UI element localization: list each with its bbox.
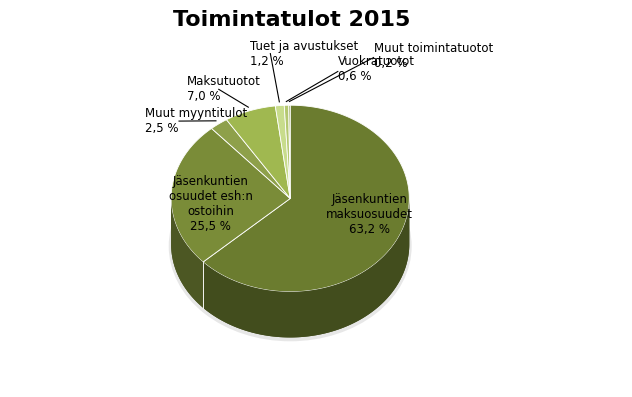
- Text: Vuokratuotot
0,6 %: Vuokratuotot 0,6 %: [338, 56, 415, 83]
- Text: Muut myyntitulot
2,5 %: Muut myyntitulot 2,5 %: [145, 107, 248, 135]
- Polygon shape: [203, 105, 410, 292]
- Polygon shape: [171, 198, 203, 308]
- Text: Jäsenkuntien
osuudet esh:n
ostoihin
25,5 %: Jäsenkuntien osuudet esh:n ostoihin 25,5…: [169, 175, 253, 233]
- Polygon shape: [171, 198, 203, 308]
- Text: Maksutuotot
7,0 %: Maksutuotot 7,0 %: [187, 75, 261, 103]
- Text: Toimintatulot 2015: Toimintatulot 2015: [174, 10, 411, 30]
- Polygon shape: [203, 199, 410, 337]
- Polygon shape: [203, 199, 410, 337]
- Polygon shape: [276, 105, 290, 198]
- Ellipse shape: [169, 151, 411, 341]
- Polygon shape: [212, 119, 290, 198]
- Text: Muut toimintatuotot
0,2 %: Muut toimintatuotot 0,2 %: [374, 42, 493, 69]
- Polygon shape: [289, 105, 290, 198]
- Polygon shape: [226, 106, 290, 198]
- Text: Tuet ja avustukset
1,2 %: Tuet ja avustukset 1,2 %: [250, 40, 359, 67]
- Polygon shape: [171, 128, 290, 262]
- Text: Jäsenkuntien
maksuosuudet
63,2 %: Jäsenkuntien maksuosuudet 63,2 %: [326, 193, 413, 236]
- Polygon shape: [284, 105, 290, 198]
